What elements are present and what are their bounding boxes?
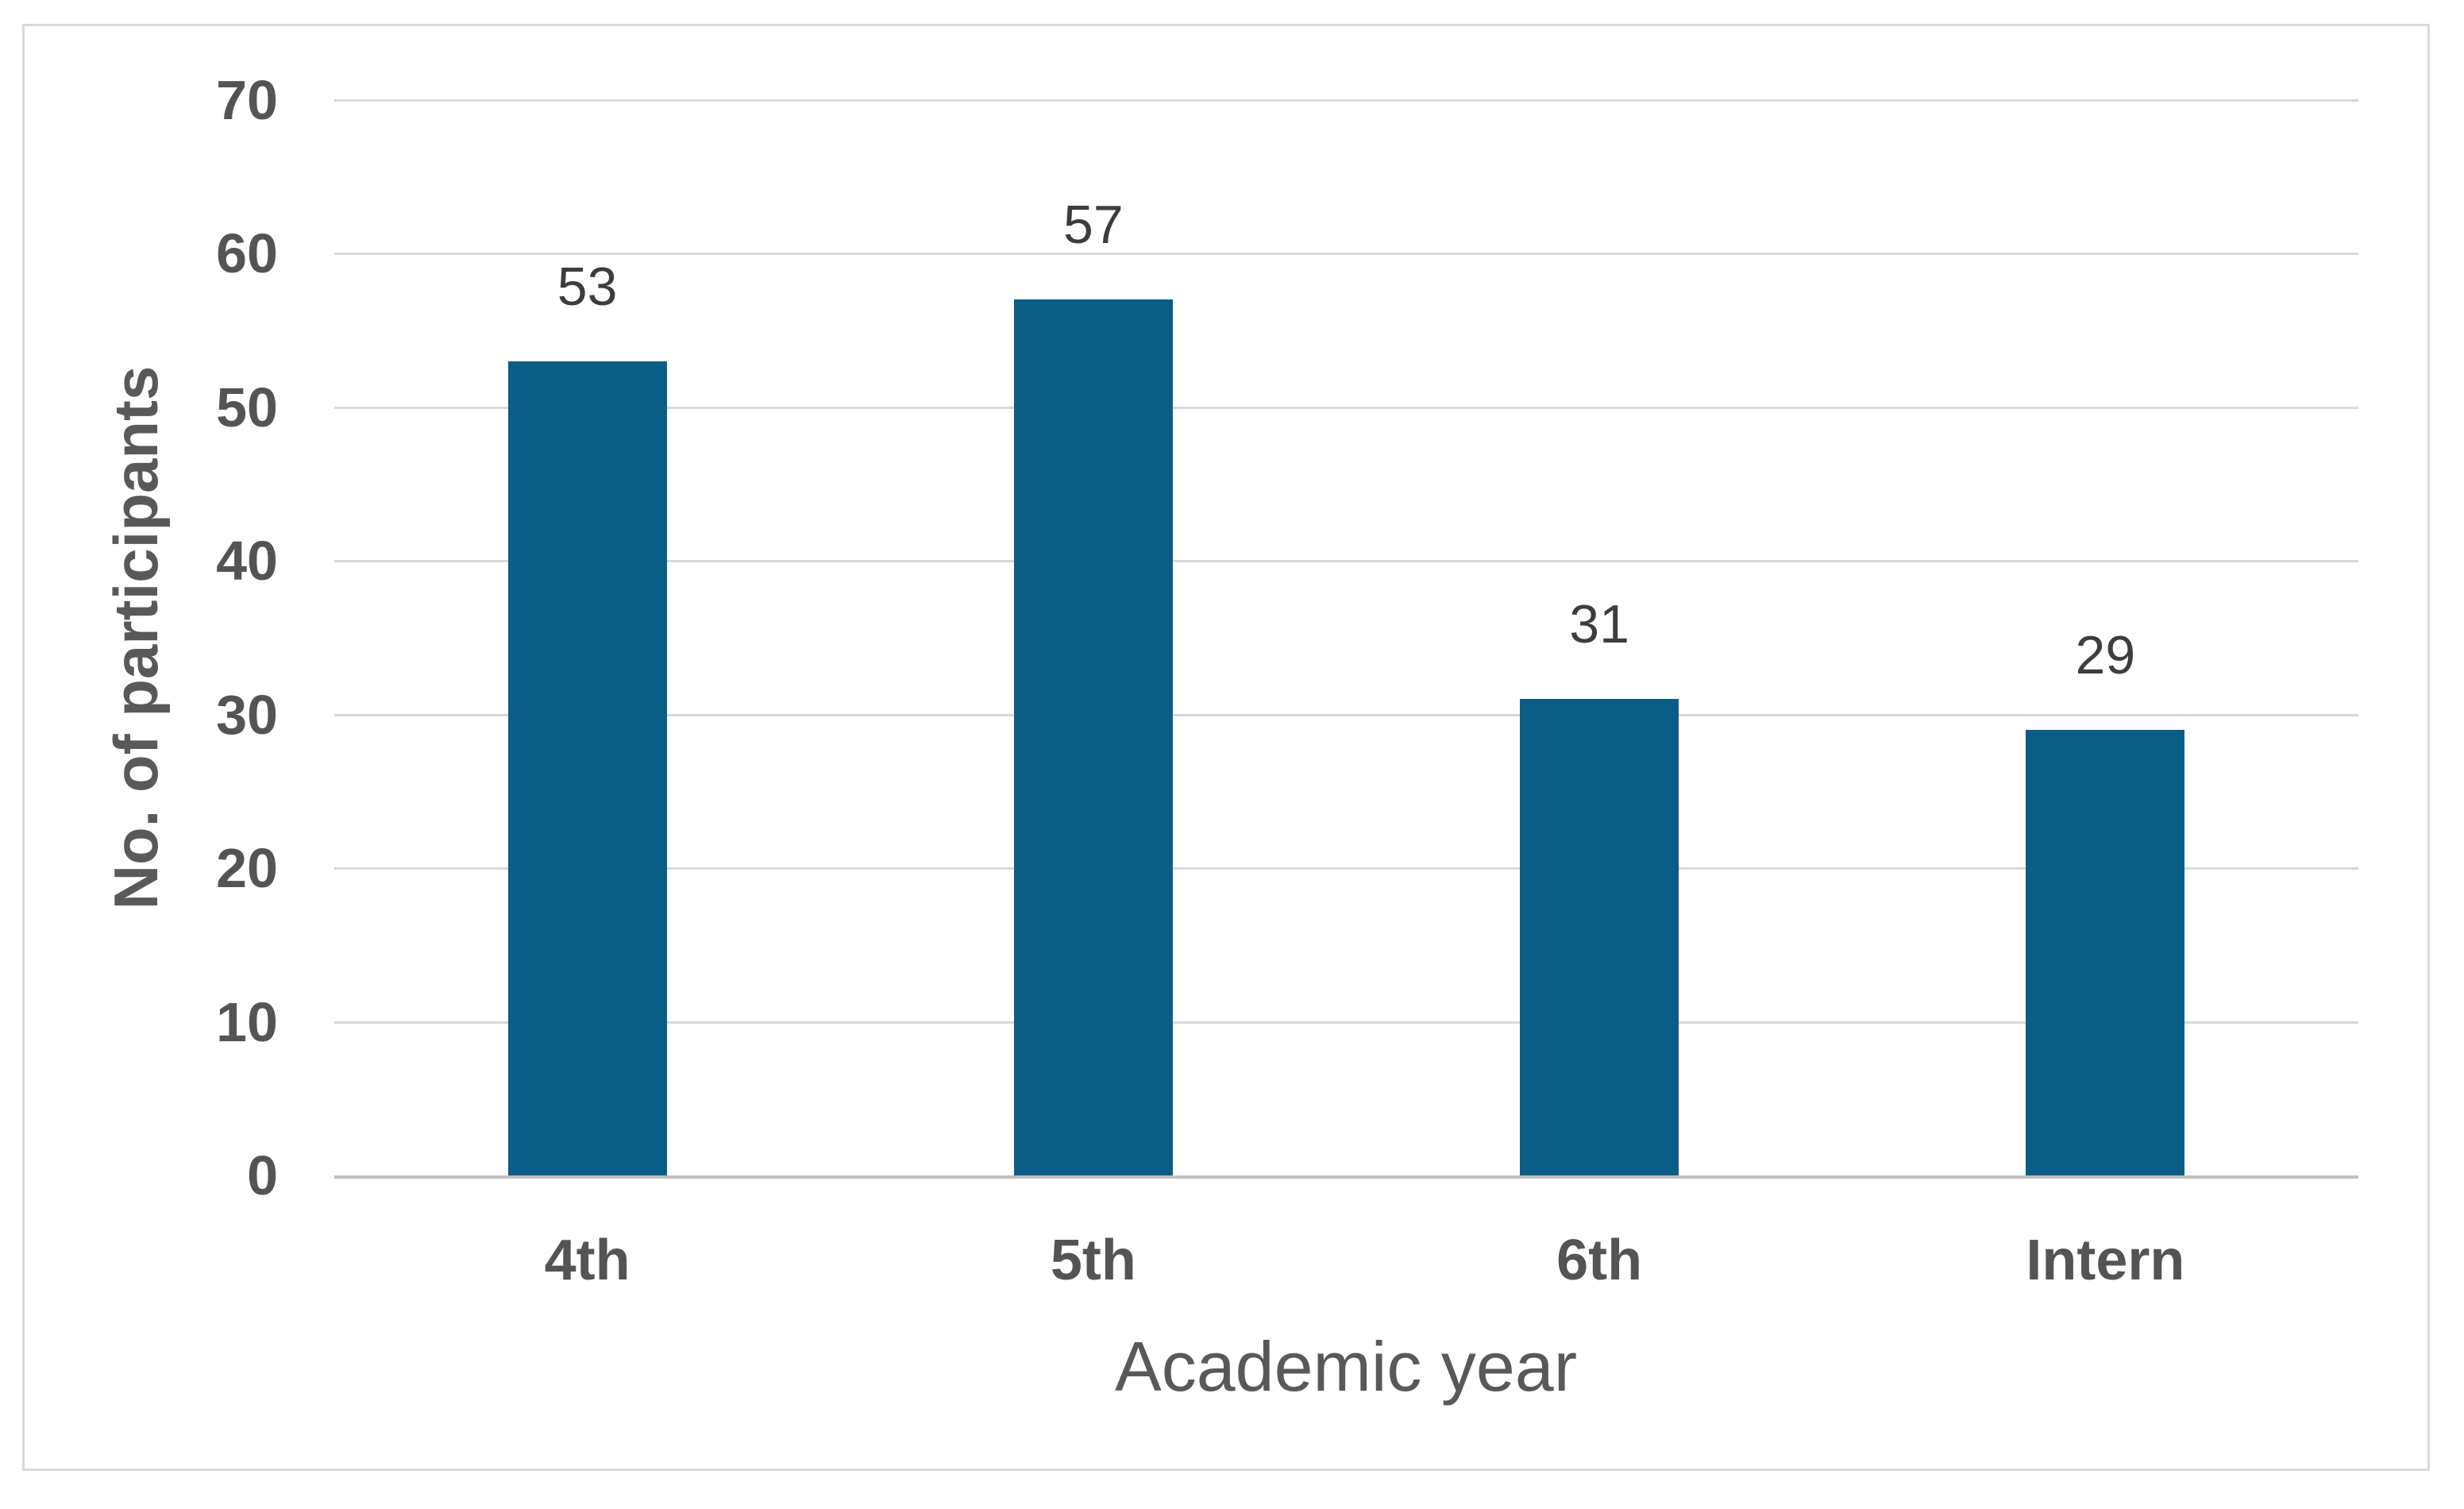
bar-value-label: 57 — [1063, 195, 1124, 256]
gridline — [334, 99, 2358, 102]
gridline — [334, 560, 2358, 563]
gridline — [334, 406, 2358, 409]
x-axis-line — [334, 1175, 2358, 1179]
bar-4th — [507, 361, 667, 1175]
y-tick-label: 70 — [216, 69, 278, 131]
bar-5th — [1013, 299, 1173, 1175]
gridline — [334, 867, 2358, 870]
x-category-label: 6th — [1556, 1229, 1643, 1292]
gridline — [334, 253, 2358, 256]
y-tick-label: 10 — [216, 990, 278, 1053]
x-category-label: 4th — [544, 1229, 630, 1292]
bar-value-label: 53 — [557, 256, 618, 317]
chart-frame: No. of participants 53 57 31 29 0 10 20 30 40 50… — [22, 24, 2430, 1471]
y-tick-label: 20 — [216, 837, 278, 900]
gridline — [334, 1021, 2358, 1024]
bar-value-label: 29 — [2075, 625, 2136, 686]
y-tick-label: 0 — [247, 1144, 278, 1206]
bar-Intern — [2026, 730, 2185, 1175]
x-category-label: 5th — [1050, 1229, 1136, 1292]
bar-value-label: 31 — [1569, 594, 1629, 655]
y-tick-label: 50 — [216, 376, 278, 438]
x-axis-title: Academic year — [1114, 1327, 1578, 1406]
y-tick-label: 40 — [216, 530, 278, 592]
y-tick-label: 30 — [216, 683, 278, 746]
plot-area: 53 57 31 29 — [334, 99, 2358, 1179]
y-axis-title: No. of participants — [101, 365, 171, 910]
gridline — [334, 713, 2358, 716]
x-category-label: Intern — [2026, 1229, 2185, 1292]
y-tick-label: 60 — [216, 222, 278, 285]
bar-6th — [1520, 699, 1679, 1175]
